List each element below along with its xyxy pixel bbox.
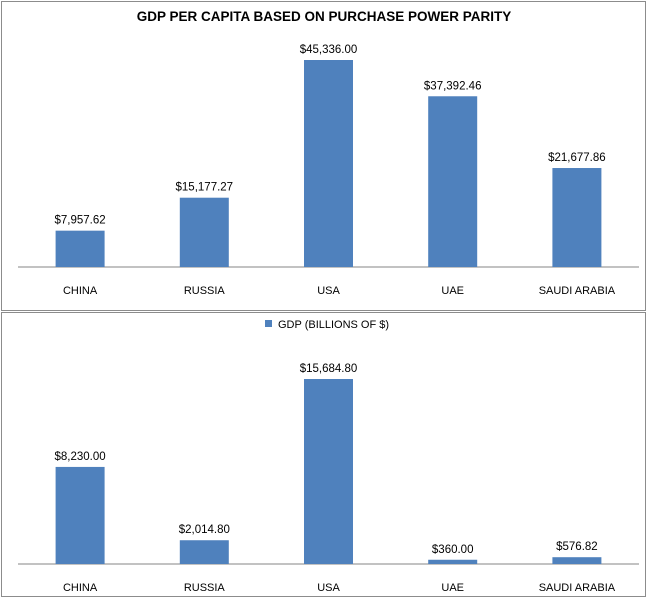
category-label: USA xyxy=(317,285,340,297)
category-label: UAE xyxy=(441,285,464,297)
chart-gdp-per-capita-svg: GDP PER CAPITA BASED ON PURCHASE POWER P… xyxy=(18,9,639,297)
category-label: SAUDI ARABIA xyxy=(539,582,616,594)
data-label: $7,957.62 xyxy=(55,215,106,227)
data-label: $360.00 xyxy=(432,544,474,556)
data-label: $576.82 xyxy=(556,541,598,553)
data-label: $21,677.86 xyxy=(548,152,606,164)
data-label: $8,230.00 xyxy=(55,451,106,463)
category-label: SAUDI ARABIA xyxy=(539,285,616,297)
bar-saudi-arabia xyxy=(552,168,602,267)
bar-uae xyxy=(428,96,478,267)
data-label: $15,177.27 xyxy=(176,182,234,194)
bar-usa xyxy=(304,379,353,564)
chart-gdp-per-capita: GDP PER CAPITA BASED ON PURCHASE POWER P… xyxy=(1,1,646,311)
category-label: USA xyxy=(317,582,340,594)
category-label: RUSSIA xyxy=(184,285,226,297)
category-label: CHINA xyxy=(63,582,98,594)
data-label: $15,684.80 xyxy=(300,363,358,375)
data-label: $2,014.80 xyxy=(179,524,230,536)
category-label: UAE xyxy=(441,582,464,594)
data-label: $37,392.46 xyxy=(424,80,482,92)
chart-gdp-total: GDP (BILLIONS OF $) $8,230.00 CHINA $2,014… xyxy=(1,312,646,597)
bar-uae xyxy=(428,559,478,564)
bar-saudi-arabia xyxy=(552,557,602,564)
chart-title: GDP PER CAPITA BASED ON PURCHASE POWER P… xyxy=(137,9,512,24)
bar-china xyxy=(55,230,105,267)
data-label: $45,336.00 xyxy=(300,44,358,56)
category-label: RUSSIA xyxy=(184,582,226,594)
legend-label: GDP (BILLIONS OF $) xyxy=(278,319,389,331)
legend-swatch xyxy=(265,320,272,327)
bar-usa xyxy=(304,60,353,267)
bar-russia xyxy=(179,540,229,564)
category-label: CHINA xyxy=(63,285,98,297)
bar-russia xyxy=(179,197,229,267)
bar-china xyxy=(55,466,105,564)
chart-gdp-total-svg: GDP (BILLIONS OF $) $8,230.00 CHINA $2,014… xyxy=(18,319,639,594)
